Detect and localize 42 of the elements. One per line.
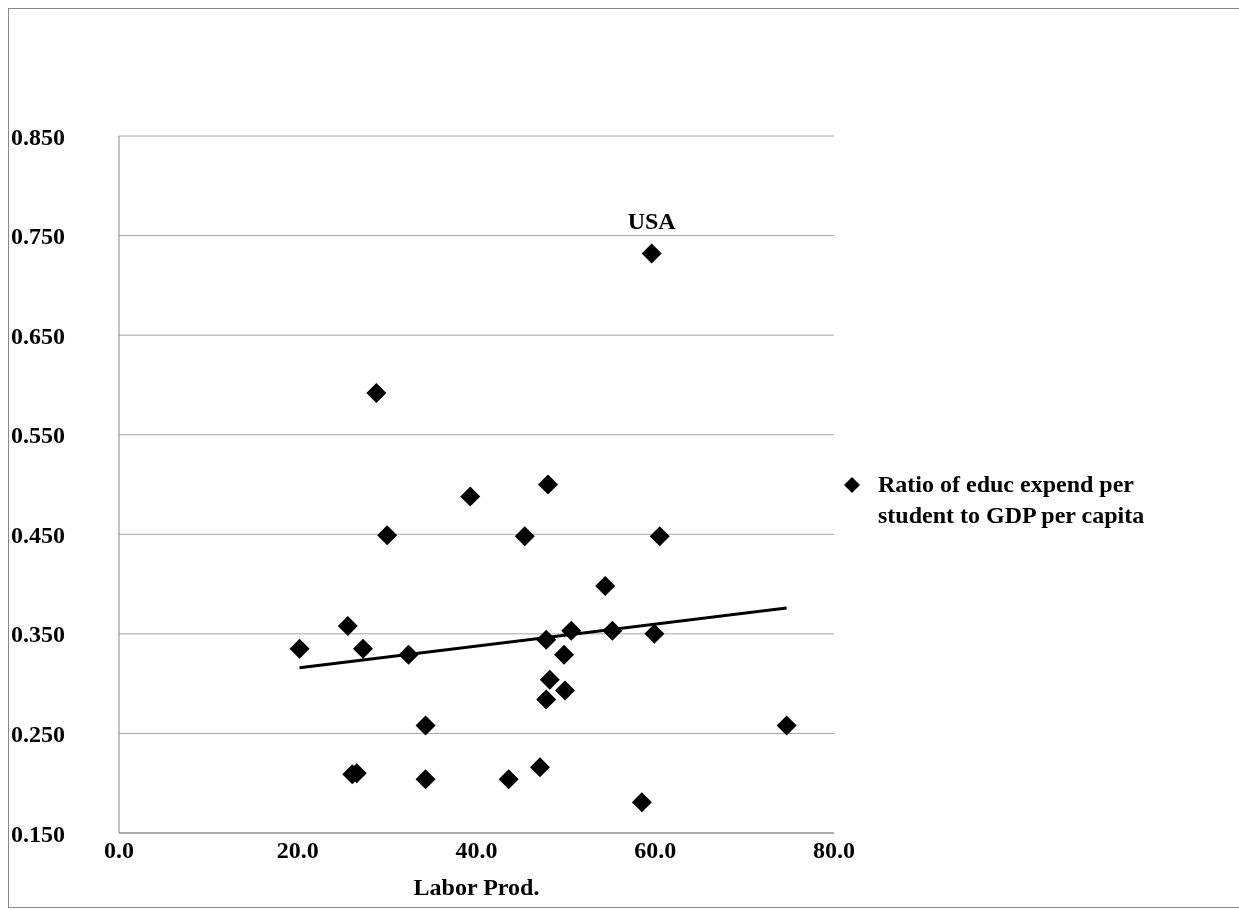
y-tick-label: 0.150 [11, 820, 65, 847]
point [498, 769, 519, 790]
point [539, 669, 560, 690]
point [352, 638, 373, 659]
point [398, 644, 419, 665]
y-tick-label: 0.450 [11, 521, 65, 548]
point [460, 486, 481, 507]
y-tick-label: 0.250 [11, 720, 65, 747]
x-tick-label: 20.0 [276, 837, 319, 864]
point [536, 689, 557, 710]
point [366, 382, 387, 403]
x-tick-label: 40.0 [455, 837, 498, 864]
point [641, 243, 662, 264]
point [536, 629, 557, 650]
point [602, 620, 623, 641]
point [289, 638, 310, 659]
x-tick-label: 0.0 [104, 837, 134, 864]
point [631, 792, 652, 813]
point [415, 715, 436, 736]
y-tick-label: 0.650 [11, 322, 65, 349]
legend-label: Ratio of educ expend per student to GDP per capita [878, 470, 1146, 530]
point [554, 680, 575, 701]
point [644, 623, 665, 644]
x-tick-label: 60.0 [634, 837, 677, 864]
point [554, 644, 575, 665]
point [415, 769, 436, 790]
point [561, 620, 582, 641]
y-tick-label: 0.850 [11, 123, 65, 150]
point [538, 474, 558, 495]
point [377, 525, 398, 546]
y-tick-label: 0.550 [11, 422, 65, 449]
point [337, 615, 358, 636]
annotation: USA [627, 208, 677, 235]
point [514, 526, 535, 547]
y-tick-label: 0.350 [11, 621, 65, 648]
point [529, 757, 550, 778]
x-tick-label: 80.0 [813, 837, 855, 864]
point [649, 526, 670, 547]
point [595, 576, 616, 597]
x-axis-title: Labor Prod. [413, 874, 540, 900]
y-tick-label: 0.750 [11, 223, 65, 250]
point [776, 715, 797, 736]
